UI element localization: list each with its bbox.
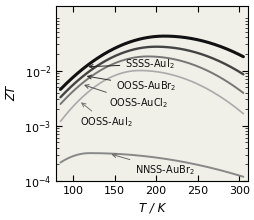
Y-axis label: ZT: ZT <box>6 86 19 101</box>
X-axis label: T / K: T / K <box>138 202 164 214</box>
Text: OOSS-AuBr$_2$: OOSS-AuBr$_2$ <box>87 75 176 93</box>
Text: NNSS-AuBr$_2$: NNSS-AuBr$_2$ <box>112 154 194 177</box>
Text: OOSS-AuCl$_2$: OOSS-AuCl$_2$ <box>85 85 167 110</box>
Text: OOSS-AuI$_2$: OOSS-AuI$_2$ <box>79 103 132 129</box>
Text: SSSS-AuI$_2$: SSSS-AuI$_2$ <box>89 57 174 71</box>
